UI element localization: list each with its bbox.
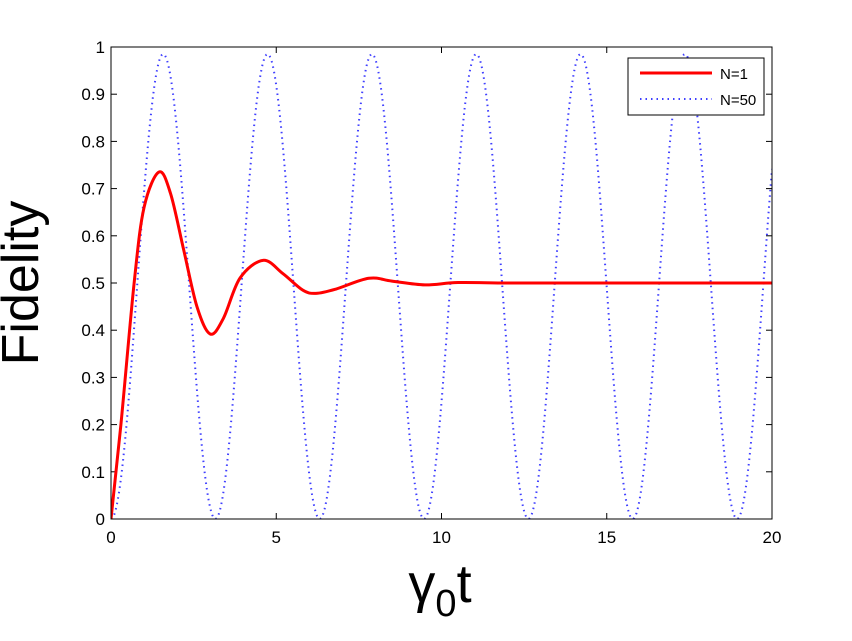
y-tick-label: 1 (96, 38, 105, 57)
y-tick-label: 0.1 (81, 463, 105, 482)
legend-box (627, 57, 765, 116)
y-tick-label: 0.9 (81, 85, 105, 104)
legend: N=1 N=50 (627, 57, 765, 116)
y-tick-label: 0.7 (81, 180, 105, 199)
series-line-n50 (111, 52, 772, 519)
legend-label-n1: N=1 (720, 66, 748, 83)
x-axis-label: γ0t (408, 554, 471, 625)
y-axis-label: Fidelity (0, 201, 50, 366)
series-line-n1 (111, 170, 772, 519)
y-tick-label: 0.4 (81, 321, 105, 340)
x-tick-label: 15 (597, 528, 616, 547)
y-tick-label: 0.5 (81, 274, 105, 293)
plot-frame (110, 46, 773, 520)
x-axis-label-main: γ (408, 554, 435, 614)
y-tick-label: 0.2 (81, 416, 105, 435)
x-tick-label: 10 (432, 528, 451, 547)
x-tick-label: 20 (763, 528, 782, 547)
y-tick-label: 0.6 (81, 227, 105, 246)
y-tick-label: 0.3 (81, 368, 105, 387)
x-tick-label: 0 (106, 528, 115, 547)
x-tick-label: 5 (272, 528, 281, 547)
y-tick-label: 0.8 (81, 132, 105, 151)
y-tick-label: 0 (96, 510, 105, 529)
legend-label-n50: N=50 (720, 92, 756, 109)
x-axis-label-tail: t (457, 554, 472, 614)
x-axis-label-subscript: 0 (435, 583, 456, 625)
